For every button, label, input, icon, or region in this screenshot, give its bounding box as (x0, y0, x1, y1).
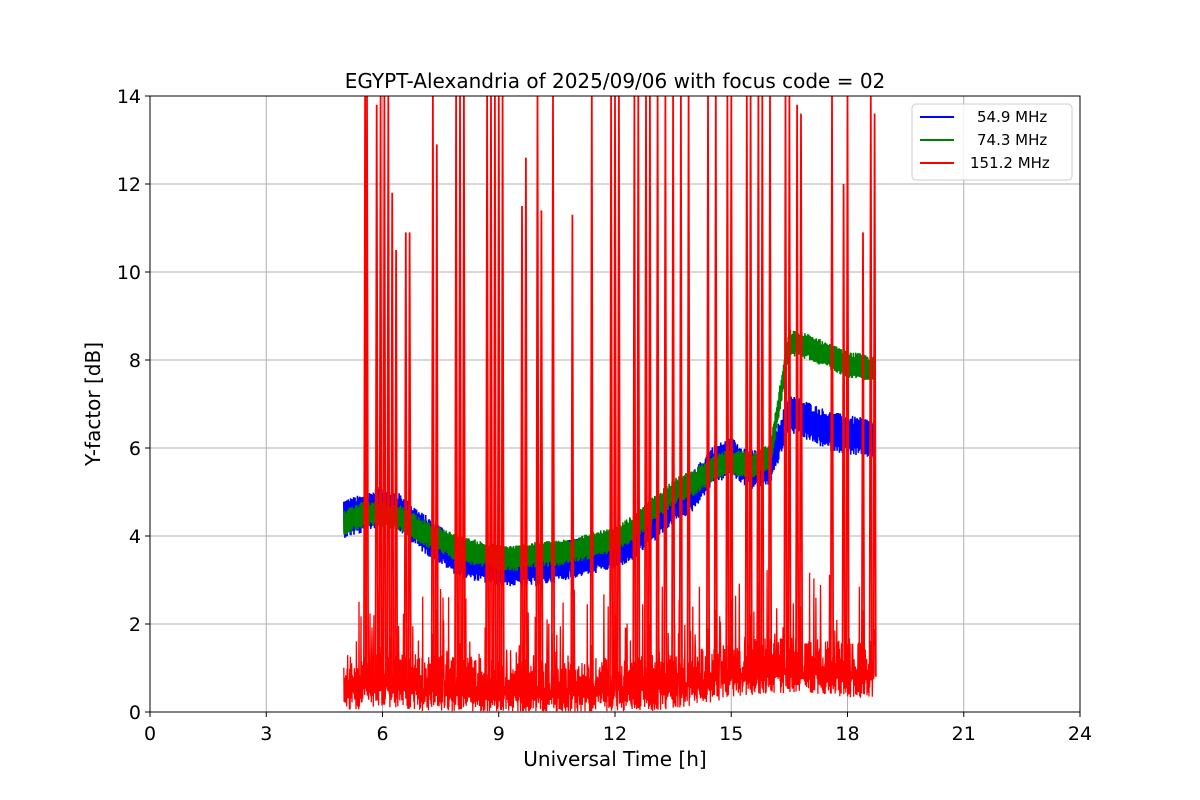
spike-mark (378, 96, 383, 686)
spike-mark (760, 96, 765, 674)
x-tick-label: 3 (260, 723, 272, 745)
spike-mark (488, 96, 494, 694)
spike-mark (872, 113, 877, 677)
spike-mark (655, 96, 660, 690)
chart-title: EGYPT-Alexandria of 2025/09/06 with focu… (345, 69, 886, 93)
y-tick-label: 2 (129, 614, 141, 636)
spike-mark (386, 96, 391, 687)
spike-mark (403, 232, 408, 689)
spike-mark (434, 144, 439, 691)
x-tick-label: 24 (1068, 723, 1092, 745)
spike-mark (860, 232, 866, 677)
spike-mark (725, 96, 730, 678)
y-tick-label: 6 (129, 438, 141, 460)
spike-mark (798, 113, 804, 673)
spike-mark (390, 192, 395, 687)
x-tick-label: 6 (376, 723, 388, 745)
spike-mark (589, 96, 594, 693)
spike-mark (454, 96, 459, 691)
x-tick-label: 21 (952, 723, 976, 745)
x-axis-ticks: 0 3 6 9 12 15 18 21 24 (144, 712, 1092, 745)
spike-mark (374, 104, 379, 687)
spike-mark (500, 96, 505, 695)
spike-mark (496, 96, 501, 695)
legend-label-1: 54.9 MHz (977, 108, 1047, 126)
y-tick-label: 14 (117, 86, 141, 108)
spike-mark (364, 96, 370, 688)
x-tick-label: 18 (835, 723, 859, 745)
spike-mark (492, 96, 497, 695)
plot-area (343, 96, 877, 712)
spike-mark (393, 249, 399, 688)
y-tick-label: 10 (117, 262, 141, 284)
spike-mark (407, 232, 412, 689)
spike-mark (783, 96, 788, 673)
x-tick-label: 15 (719, 723, 743, 745)
spike-mark (868, 96, 873, 677)
spike-mark (829, 96, 835, 676)
legend: 54.9 MHz 74.3 MHz 151.2 MHz (911, 103, 1073, 181)
spike-mark (523, 157, 528, 695)
spike-mark (767, 96, 773, 673)
series-layer (343, 96, 877, 712)
spike-mark (729, 96, 734, 677)
x-tick-label: 12 (603, 723, 627, 745)
legend-label-2: 74.3 MHz (977, 131, 1047, 149)
spike-mark (671, 96, 676, 688)
spike-mark (748, 96, 753, 675)
spike-mark (686, 96, 691, 687)
spike-mark (519, 205, 525, 695)
legend-box (911, 103, 1073, 181)
y-axis-ticks: 0 2 4 6 8 10 12 14 (117, 86, 150, 724)
spike-mark (643, 96, 649, 691)
spike-mark (382, 96, 387, 686)
spike-mark (787, 96, 792, 673)
spike-mark (663, 96, 668, 689)
spike-mark (795, 104, 800, 673)
spike-mark (609, 96, 614, 691)
spike-mark (841, 183, 846, 677)
spike-mark (705, 96, 711, 683)
x-tick-label: 0 (144, 723, 156, 745)
spike-mark (713, 96, 718, 681)
series-3 (343, 96, 877, 712)
spike-mark (485, 96, 490, 694)
spike-mark (756, 96, 761, 674)
spike-mark (570, 214, 575, 695)
spike-mark (678, 96, 683, 687)
y-tick-label: 4 (129, 526, 141, 548)
spike-mark (647, 96, 652, 691)
spike-mark (461, 96, 466, 691)
spike-mark (539, 210, 544, 695)
spike-mark (845, 96, 850, 677)
spike-mark (457, 96, 463, 691)
spike-mark (616, 96, 621, 691)
spike-mark (550, 96, 556, 695)
spike-mark (430, 96, 435, 691)
spike-mark (636, 96, 641, 691)
y-tick-label: 12 (117, 174, 141, 196)
x-axis-label: Universal Time [h] (523, 747, 706, 771)
y-axis-label: Y-factor [dB] (81, 342, 105, 467)
spike-mark (744, 96, 749, 676)
x-tick-label: 9 (493, 723, 505, 745)
spike-mark (535, 96, 540, 695)
y-tick-label: 0 (129, 702, 141, 724)
legend-label-3: 151.2 MHz (970, 154, 1050, 172)
spike-mark (612, 96, 618, 691)
y-tick-label: 8 (129, 350, 141, 372)
spike-mark (632, 96, 637, 691)
